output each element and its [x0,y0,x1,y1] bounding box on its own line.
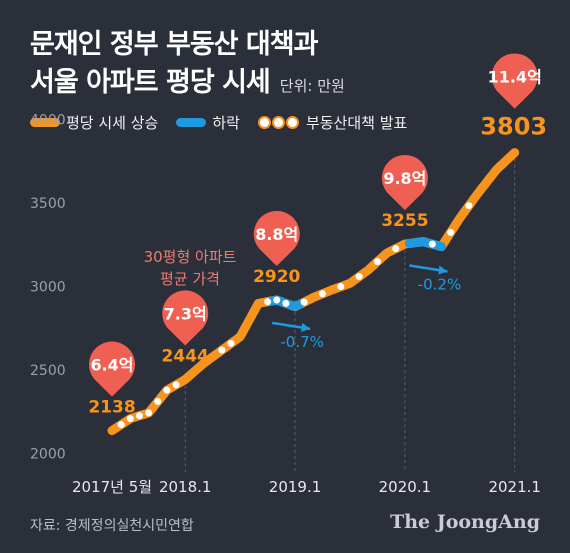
policy-dot [154,398,162,406]
pin-label: 6.4억 [90,356,133,375]
pin-marker [162,290,209,346]
source-note: 자료: 경제정의실천시민연합 [30,518,194,534]
price-line-fall [404,237,446,252]
x-tick-label: 2019.1 [269,478,322,496]
legend-policy-label: 부동산대책 발표 [305,114,408,132]
legend-policy: 부동산대책 발표 [257,112,408,133]
policy-dot [355,273,363,281]
chart-title-text: 서울 아파트 평당 시세 [30,67,271,98]
policy-dot [135,412,143,420]
policy-dot [392,245,400,253]
chart-title-line1: 문재인 정부 부동산 대책과 [30,29,318,60]
value-label: 3255 [381,211,428,231]
policy-dot [465,202,473,210]
policy-dot [319,290,326,298]
legend-policy-dots [257,116,300,129]
legend-fall-label: 하락 [212,114,240,132]
price-line-rise [107,148,520,436]
publisher-logo: The JoongAng [390,511,540,533]
pin-marker [491,53,538,109]
policy-dot [117,421,125,429]
policy-dot [282,299,290,307]
x-tick-label: 2018.1 [159,478,212,496]
x-tick-label: 2021.1 [488,478,541,496]
legend-rise: 평당 시세 상승 [30,112,158,133]
chart-title-line2: 서울 아파트 평당 시세 단위: 만원 [30,60,345,99]
value-label: 2920 [253,267,300,287]
policy-dot [373,258,381,266]
legend: 평당 시세 상승 하락 부동산대책 발표 [30,112,425,133]
policy-dot [428,240,436,248]
decline-arrowhead [438,265,448,275]
policy-dot [337,283,345,291]
pin-label: 8.8억 [255,225,298,244]
pin-marker [253,210,300,267]
y-tick-label: 2000 [30,447,66,463]
x-tick-label: 2017년 5월 [72,478,152,496]
policy-dot [145,409,153,417]
annotation-note: 30평형 아파트 [144,248,237,266]
pin-marker [88,341,135,397]
legend-fall: 하락 [176,112,240,133]
policy-dot [264,298,272,306]
policy-dot [447,228,455,236]
policy-dot [227,339,235,347]
y-tick-label: 3000 [30,280,66,296]
pin-label: 11.4억 [488,68,542,87]
policy-dot [163,386,171,394]
x-tick-label: 2020.1 [379,478,432,496]
y-tick-label: 4000 [30,113,66,129]
legend-fall-swatch [176,118,207,127]
pin-label: 9.8억 [383,169,426,188]
policy-dot [300,298,308,306]
policy-dot [126,415,134,423]
decline-label: -0.7% [280,333,324,351]
unit-label: 단위: 만원 [279,77,345,95]
policy-dot [218,346,226,354]
value-label-latest: 3803 [480,113,547,141]
value-label: 2138 [88,398,135,418]
y-tick-label: 3500 [30,196,66,212]
decline-label: -0.2% [418,275,462,293]
decline-arrowhead [301,322,311,332]
y-tick-label: 2500 [30,363,66,379]
policy-dot [172,381,180,389]
policy-dot [273,296,281,304]
pin-label: 7.3억 [164,305,207,324]
annotation-note: 평균 가격 [160,270,220,288]
legend-rise-label: 평당 시세 상승 [66,114,159,132]
value-label: 2444 [162,347,209,367]
pin-marker [381,154,428,211]
legend-rise-swatch [30,118,60,127]
